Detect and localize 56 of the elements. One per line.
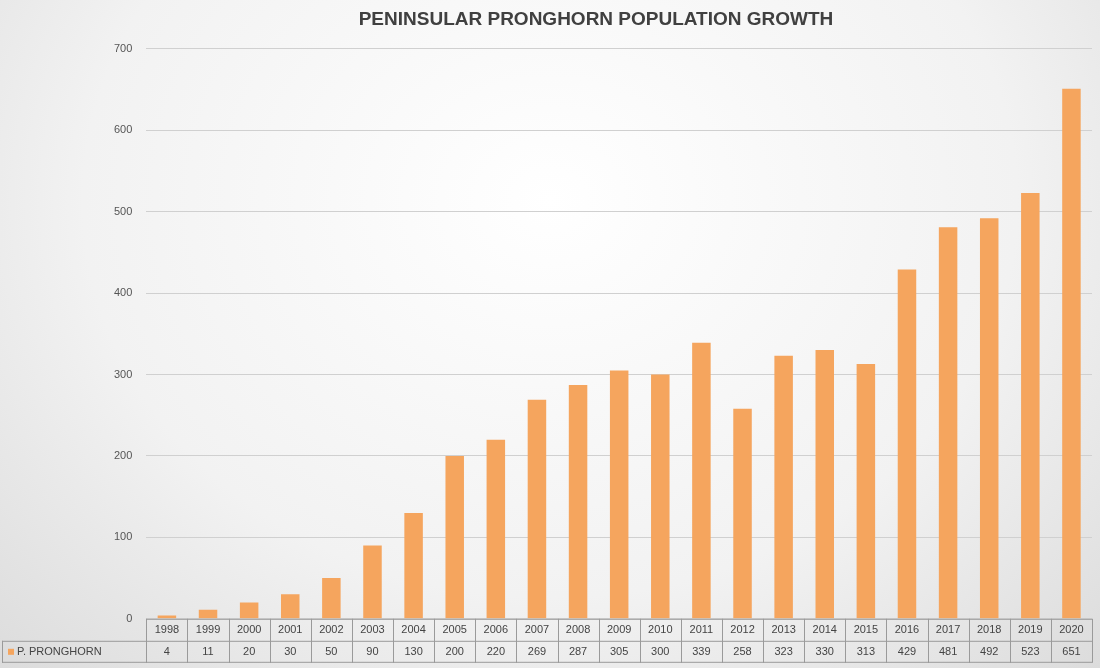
x-tick-label: 2006 — [483, 623, 509, 636]
x-tick-label: 1998 — [154, 623, 180, 636]
x-tick-label: 2011 — [689, 623, 714, 636]
chart-title: PENINSULAR PRONGHORN POPULATION GROWTH — [358, 7, 834, 29]
x-tick-label: 2014 — [812, 623, 837, 636]
x-tick-label: 2016 — [894, 623, 920, 636]
data-label: 90 — [366, 644, 379, 657]
data-label: 220 — [486, 644, 506, 657]
x-tick-label: 2007 — [524, 623, 550, 636]
y-tick-label: 600 — [113, 123, 133, 136]
data-label: 323 — [774, 644, 793, 657]
x-tick-label: 1999 — [195, 623, 221, 636]
data-label: 313 — [856, 644, 876, 657]
y-tick-label: 400 — [113, 286, 133, 299]
data-label: 11 — [202, 644, 214, 657]
x-tick-label: 2015 — [853, 623, 879, 636]
data-label: 492 — [980, 644, 999, 657]
data-label: 339 — [692, 644, 711, 657]
x-tick-label: 2010 — [648, 623, 673, 636]
x-tick-label: 2018 — [976, 623, 1002, 636]
data-label: 200 — [445, 644, 464, 657]
y-tick-label: 500 — [113, 204, 133, 217]
x-tick-label: 2003 — [360, 623, 385, 636]
x-tick-label: 2002 — [319, 623, 344, 636]
x-tick-label: 2001 — [278, 623, 303, 636]
data-label: 20 — [243, 644, 256, 657]
x-tick-label: 2017 — [935, 623, 961, 636]
data-label: 429 — [897, 644, 917, 657]
y-tick-label: 300 — [113, 367, 133, 380]
x-tick-label: 2008 — [565, 623, 591, 636]
data-label: 651 — [1062, 644, 1081, 657]
data-label: 130 — [404, 644, 423, 657]
x-tick-label: 2012 — [730, 623, 755, 636]
data-label: 50 — [325, 644, 338, 657]
data-label: 258 — [733, 644, 752, 657]
legend-label: P. PRONGHORN — [17, 644, 102, 657]
data-label: 30 — [284, 644, 297, 657]
data-label: 269 — [527, 644, 547, 657]
data-label: 300 — [651, 644, 670, 657]
x-tick-label: 2009 — [606, 623, 632, 636]
data-label: 287 — [568, 644, 588, 657]
data-label: 305 — [610, 644, 629, 657]
data-label: 481 — [938, 644, 958, 657]
y-tick-label: 700 — [113, 41, 133, 54]
x-tick-label: 2020 — [1059, 623, 1084, 636]
x-tick-label: 2004 — [401, 623, 426, 636]
data-label: 330 — [815, 644, 834, 657]
y-tick-label: 200 — [113, 448, 133, 461]
data-label: 4 — [163, 644, 170, 657]
data-label: 523 — [1021, 644, 1040, 657]
x-tick-label: 2005 — [442, 623, 467, 636]
y-tick-label: 0 — [126, 611, 133, 624]
y-tick-label: 100 — [113, 530, 133, 543]
x-tick-label: 2000 — [236, 623, 262, 636]
x-tick-label: 2019 — [1018, 623, 1043, 636]
x-tick-label: 2013 — [771, 623, 796, 636]
